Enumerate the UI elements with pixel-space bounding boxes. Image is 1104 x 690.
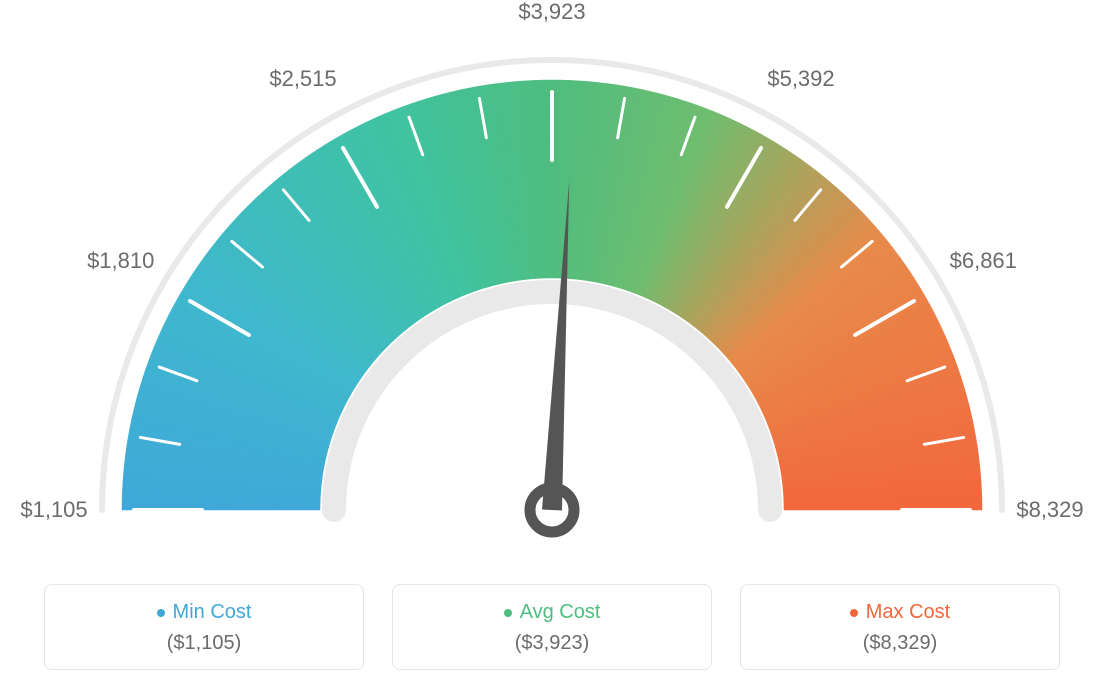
scale-label: $8,329 [1016, 497, 1083, 523]
legend-card-max: Max Cost ($8,329) [740, 584, 1060, 670]
scale-label: $1,810 [87, 248, 154, 274]
legend-card-avg: Avg Cost ($3,923) [392, 584, 712, 670]
legend-avg-value: ($3,923) [405, 632, 699, 655]
legend-max-label: Max Cost [866, 601, 950, 624]
legend-min-value: ($1,105) [57, 632, 351, 655]
legend-card-min: Min Cost ($1,105) [44, 584, 364, 670]
legend-row: Min Cost ($1,105) Avg Cost ($3,923) Max … [0, 584, 1104, 670]
cost-gauge-chart: $1,105 $1,810 $2,515 $3,923 $5,392 $6,861 $8,3… [0, 0, 1104, 690]
scale-label: $6,861 [950, 248, 1017, 274]
legend-min-label: Min Cost [173, 601, 252, 624]
scale-label: $5,392 [767, 66, 834, 92]
scale-label: $1,105 [20, 497, 87, 523]
bullet-min-icon [157, 609, 165, 617]
scale-label: $3,923 [518, 0, 585, 25]
bullet-max-icon [850, 609, 858, 617]
bullet-avg-icon [504, 609, 512, 617]
gauge-svg [0, 0, 1104, 560]
legend-avg-label: Avg Cost [520, 601, 601, 624]
gauge-area: $1,105 $1,810 $2,515 $3,923 $5,392 $6,861 $8,3… [0, 0, 1104, 560]
scale-label: $2,515 [269, 66, 336, 92]
legend-max-value: ($8,329) [753, 632, 1047, 655]
